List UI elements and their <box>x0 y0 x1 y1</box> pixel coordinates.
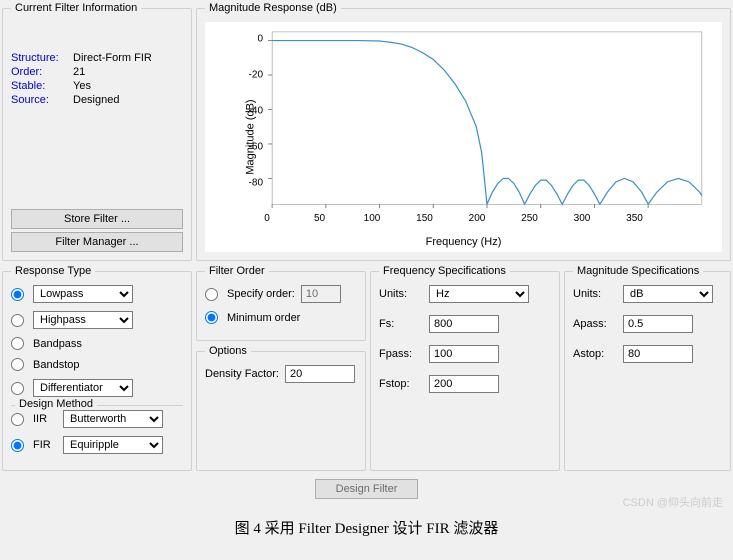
bandstop-radio[interactable] <box>11 358 24 371</box>
freq-input[interactable] <box>429 315 499 333</box>
xtick-label: 200 <box>469 213 486 224</box>
freq-label: Fstop: <box>379 378 429 390</box>
lowpass-select[interactable]: Lowpass <box>33 285 133 303</box>
diff-select[interactable]: Differentiator <box>33 379 133 397</box>
info-label: Structure: <box>11 52 67 64</box>
mag-input[interactable] <box>623 315 693 333</box>
freq-units-select[interactable]: Hz <box>429 285 529 303</box>
xtick-label: 0 <box>264 213 270 224</box>
ytick-label: -80 <box>249 178 263 189</box>
specify-order-label: Specify order: <box>227 288 295 300</box>
fir-select[interactable]: Equiripple <box>63 436 163 454</box>
xtick-label: 100 <box>364 213 381 224</box>
minimum-order-label: Minimum order <box>227 312 300 324</box>
info-label: Order: <box>11 66 67 78</box>
info-value: Designed <box>73 94 119 106</box>
freq-input[interactable] <box>429 345 499 363</box>
info-label: Source: <box>11 94 67 106</box>
magnitude-specs-panel: Magnitude Specifications Units: dB Apass… <box>564 265 731 471</box>
density-factor-label: Density Factor: <box>205 368 279 380</box>
design-filter-button[interactable]: Design Filter <box>315 479 419 499</box>
response-type-legend: Response Type <box>11 265 95 277</box>
info-value: Yes <box>73 80 91 92</box>
magnitude-chart: Magnitude (dB) Frequency (Hz) 0-20-40-60… <box>205 22 722 252</box>
specify-order-radio[interactable] <box>205 288 218 301</box>
store-filter-button[interactable]: Store Filter ... <box>11 209 183 229</box>
fir-label: FIR <box>33 439 57 451</box>
fir-radio[interactable] <box>11 439 24 452</box>
magnitude-specs-legend: Magnitude Specifications <box>573 265 703 277</box>
minimum-order-radio[interactable] <box>205 311 218 324</box>
magnitude-response-legend: Magnitude Response (dB) <box>205 2 341 14</box>
highpass-select[interactable]: Highpass <box>33 311 133 329</box>
bandpass-label: Bandpass <box>33 338 82 350</box>
highpass-radio[interactable] <box>11 314 24 327</box>
iir-select[interactable]: Butterworth <box>63 410 163 428</box>
response-type-panel: Response Type Lowpass Highpass Bandpass Ban… <box>2 265 192 471</box>
design-method-section: IIR Butterworth FIR Equiripple <box>11 405 183 454</box>
chart-xlabel: Frequency (Hz) <box>426 236 502 248</box>
ytick-label: -40 <box>249 106 263 117</box>
xtick-label: 350 <box>626 213 643 224</box>
ytick-label: -20 <box>249 70 263 81</box>
filter-order-legend: Filter Order <box>205 265 269 277</box>
filter-manager-button[interactable]: Filter Manager ... <box>11 232 183 252</box>
frequency-specs-legend: Frequency Specifications <box>379 265 510 277</box>
magnitude-response-panel: Magnitude Response (dB) Magnitude (dB) F… <box>196 2 731 261</box>
frequency-specs-panel: Frequency Specifications Units: Hz Fs: Fp… <box>370 265 560 471</box>
diff-radio[interactable] <box>11 382 24 395</box>
density-factor-input[interactable] <box>285 365 355 383</box>
mag-input[interactable] <box>623 345 693 363</box>
mag-units-select[interactable]: dB <box>623 285 713 303</box>
info-value: Direct-Form FIR <box>73 52 152 64</box>
options-panel: Options Density Factor: <box>196 345 366 471</box>
xtick-label: 250 <box>521 213 538 224</box>
filter-info-panel: Current Filter Information Structure: Dir… <box>2 2 192 261</box>
freq-units-label: Units: <box>379 288 429 300</box>
lowpass-radio[interactable] <box>11 288 24 301</box>
filter-order-panel: Filter Order Specify order: Minimum orde… <box>196 265 366 341</box>
freq-label: Fpass: <box>379 348 429 360</box>
xtick-label: 50 <box>314 213 325 224</box>
ytick-label: 0 <box>257 34 263 45</box>
mag-label: Apass: <box>573 318 623 330</box>
filter-info-body: Structure: Direct-Form FIR Order: 21 Stable:… <box>11 22 183 206</box>
freq-label: Fs: <box>379 318 429 330</box>
xtick-label: 300 <box>574 213 591 224</box>
filter-info-legend: Current Filter Information <box>11 2 141 14</box>
info-value: 21 <box>73 66 85 78</box>
mag-units-label: Units: <box>573 288 623 300</box>
ytick-label: -60 <box>249 142 263 153</box>
iir-label: IIR <box>33 413 57 425</box>
bandpass-radio[interactable] <box>11 337 24 350</box>
options-legend: Options <box>205 345 251 357</box>
iir-radio[interactable] <box>11 413 24 426</box>
xtick-label: 150 <box>416 213 433 224</box>
info-label: Stable: <box>11 80 67 92</box>
freq-input[interactable] <box>429 375 499 393</box>
mag-label: Astop: <box>573 348 623 360</box>
bandstop-label: Bandstop <box>33 359 79 371</box>
specify-order-input[interactable] <box>301 285 341 303</box>
figure-caption: 图 4 采用 Filter Designer 设计 FIR 滤波器 <box>0 505 733 550</box>
